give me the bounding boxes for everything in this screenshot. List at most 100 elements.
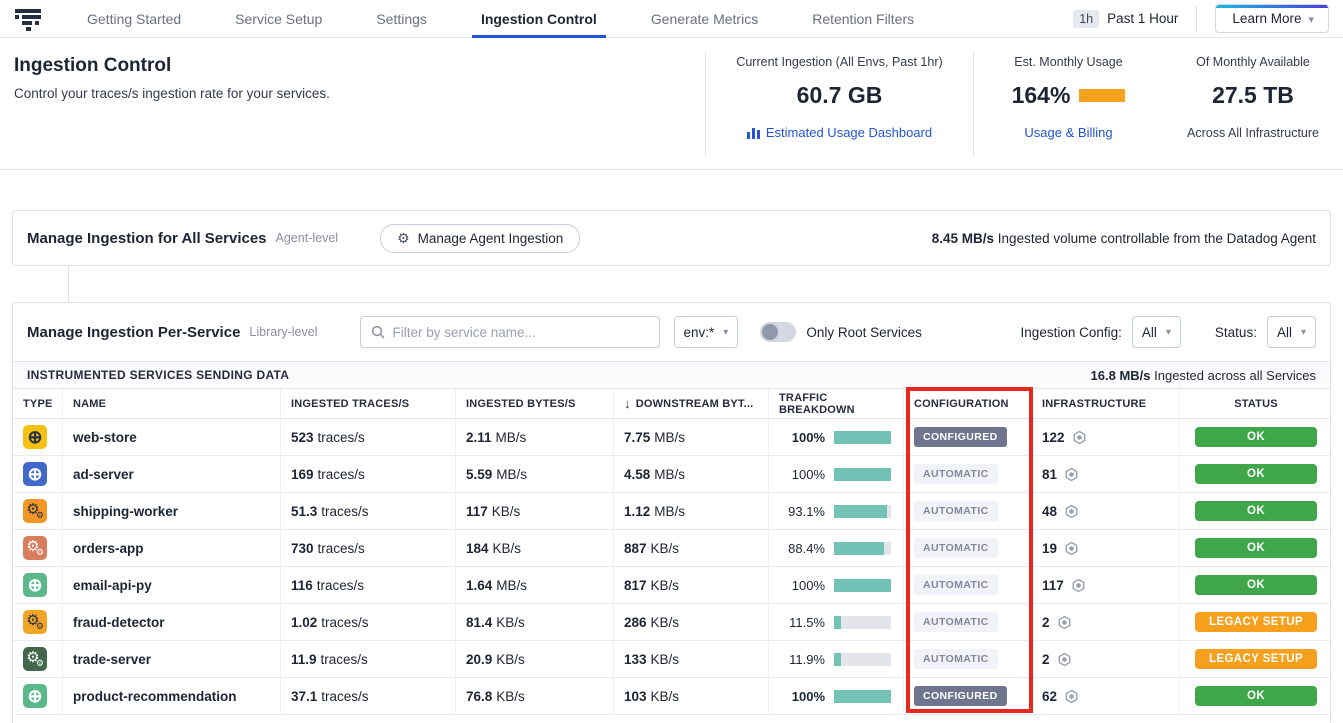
col-ingested-bytes[interactable]: INGESTED BYTES/S — [456, 389, 614, 418]
service-name[interactable]: email-api-py — [63, 567, 281, 603]
status-badge[interactable]: OK — [1195, 575, 1317, 595]
status-badge[interactable]: OK — [1195, 427, 1317, 447]
configuration-cell: AUTOMATIC — [904, 604, 1032, 640]
status-filter-value: All — [1276, 324, 1292, 340]
toggle-label: Only Root Services — [806, 324, 922, 340]
stat-value: 60.7 GB — [796, 82, 883, 108]
top-nav: Getting Started Service Setup Settings I… — [0, 0, 1343, 38]
host-hexagon-icon — [1058, 652, 1070, 666]
type-cell — [13, 567, 63, 603]
divider — [1196, 5, 1198, 32]
status-cell: LEGACY SETUP — [1180, 641, 1330, 677]
status-badge[interactable]: OK — [1195, 501, 1317, 521]
ingested-bytes-cell: 81.4 KB/s — [456, 604, 614, 640]
configuration-badge[interactable]: AUTOMATIC — [914, 612, 998, 632]
status-badge[interactable]: LEGACY SETUP — [1195, 612, 1317, 632]
type-cell — [13, 493, 63, 529]
col-status[interactable]: STATUS — [1234, 397, 1278, 410]
tab-getting-started[interactable]: Getting Started — [87, 10, 182, 27]
total-rate: 16.8 MB/s — [1090, 367, 1151, 383]
traffic-breakdown-cell: 11.5% — [769, 604, 904, 640]
total-desc: Ingested across all Services — [1150, 367, 1316, 383]
stat-footnote: Across All Infrastructure — [1187, 126, 1319, 140]
stat-label: Est. Monthly Usage — [1014, 55, 1123, 69]
configuration-cell: AUTOMATIC — [904, 456, 1032, 492]
service-name[interactable]: web-store — [63, 419, 281, 455]
service-name[interactable]: orders-app — [63, 530, 281, 566]
configuration-cell: AUTOMATIC — [904, 567, 1032, 603]
learn-more-button[interactable]: Learn More ▾ — [1215, 4, 1329, 33]
gear-icon: ⚙ — [397, 229, 410, 246]
type-cell — [13, 604, 63, 640]
nav-tabs: Getting Started Service Setup Settings I… — [60, 0, 941, 38]
table-title-strip: INSTRUMENTED SERVICES SENDING DATA 16.8 … — [13, 361, 1330, 389]
traffic-breakdown-cell: 100% — [769, 456, 904, 492]
service-name[interactable]: fraud-detector — [63, 604, 281, 640]
tab-generate-metrics[interactable]: Generate Metrics — [650, 10, 759, 27]
col-traffic-breakdown[interactable]: TRAFFIC BREAKDOWN — [769, 389, 904, 418]
configuration-badge[interactable]: AUTOMATIC — [914, 575, 998, 595]
status-dropdown[interactable]: All ▾ — [1266, 316, 1316, 348]
service-name[interactable]: trade-server — [63, 641, 281, 677]
ingested-bytes-cell: 184 KB/s — [456, 530, 614, 566]
ingested-traces-cell: 169 traces/s — [281, 456, 456, 492]
configuration-badge[interactable]: CONFIGURED — [914, 686, 1007, 706]
downstream-bytes-cell: 286 KB/s — [614, 604, 769, 640]
service-name[interactable]: product-recommendation — [63, 678, 281, 714]
usage-bar — [1079, 89, 1126, 102]
status-badge[interactable]: OK — [1195, 464, 1317, 484]
col-infrastructure[interactable]: INFRASTRUCTURE — [1032, 389, 1180, 418]
configuration-badge[interactable]: AUTOMATIC — [914, 464, 998, 484]
only-root-services-toggle[interactable] — [760, 322, 797, 342]
tab-retention-filters[interactable]: Retention Filters — [812, 10, 915, 27]
col-configuration[interactable]: CONFIGURATION — [904, 389, 1032, 418]
status-badge[interactable]: OK — [1195, 686, 1317, 706]
manage-agent-ingestion-button[interactable]: ⚙ Manage Agent Ingestion — [380, 223, 581, 253]
ingested-bytes-cell: 20.9 KB/s — [456, 641, 614, 677]
status-cell: OK — [1180, 530, 1330, 566]
time-range-label[interactable]: Past 1 Hour — [1107, 11, 1179, 26]
host-hexagon-icon — [1065, 467, 1078, 481]
learn-more-label: Learn More — [1232, 11, 1302, 26]
stat-current-ingestion: Current Ingestion (All Envs, Past 1hr) 6… — [705, 51, 973, 157]
traffic-bar — [834, 541, 891, 555]
ingestion-config-label: Ingestion Config: — [1020, 324, 1122, 340]
service-name[interactable]: ad-server — [63, 456, 281, 492]
status-cell: OK — [1180, 678, 1330, 714]
search-input[interactable] — [392, 324, 649, 340]
web-service-icon — [23, 462, 47, 486]
tab-ingestion-control[interactable]: Ingestion Control — [454, 0, 624, 38]
per-service-panel: Manage Ingestion Per-Service Library-lev… — [12, 302, 1331, 723]
time-range-badge[interactable]: 1h — [1073, 9, 1100, 28]
traffic-breakdown-cell: 100% — [769, 567, 904, 603]
tab-settings[interactable]: Settings — [376, 10, 427, 27]
configuration-badge[interactable]: AUTOMATIC — [914, 538, 998, 558]
configuration-badge[interactable]: CONFIGURED — [914, 427, 1007, 447]
configuration-cell: AUTOMATIC — [904, 641, 1032, 677]
col-downstream-bytes[interactable]: ↓ DOWNSTREAM BYT... — [614, 389, 769, 418]
status-badge[interactable]: OK — [1195, 538, 1317, 558]
service-search[interactable] — [359, 316, 660, 348]
estimated-usage-dashboard-link[interactable]: Estimated Usage Dashboard — [714, 125, 965, 140]
status-badge[interactable]: LEGACY SETUP — [1195, 649, 1317, 669]
col-name[interactable]: NAME — [63, 389, 281, 418]
service-name[interactable]: shipping-worker — [63, 493, 281, 529]
env-filter-dropdown[interactable]: env:* ▾ — [673, 316, 739, 348]
link-label: Usage & Billing — [1024, 125, 1113, 140]
ingestion-config-dropdown[interactable]: All ▾ — [1131, 316, 1181, 348]
configuration-badge[interactable]: AUTOMATIC — [914, 649, 998, 669]
usage-billing-link[interactable]: Usage & Billing — [982, 125, 1155, 140]
tab-service-setup[interactable]: Service Setup — [235, 10, 323, 27]
col-type[interactable]: TYPE — [13, 389, 63, 418]
col-ingested-traces[interactable]: INGESTED TRACES/S — [281, 389, 456, 418]
per-service-title: Manage Ingestion Per-Service — [27, 323, 241, 341]
configuration-badge[interactable]: AUTOMATIC — [914, 501, 998, 521]
